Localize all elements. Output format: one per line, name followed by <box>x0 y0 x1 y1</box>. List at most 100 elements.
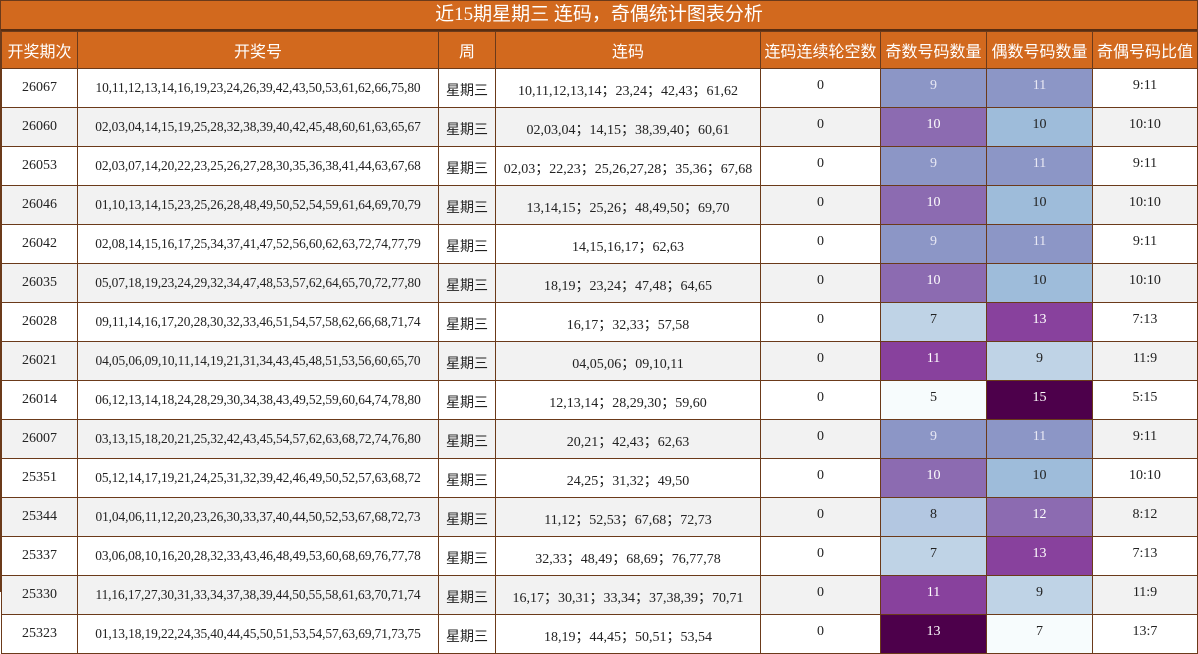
cell-numbers: 02,08,14,15,16,17,25,34,37,41,47,52,56,6… <box>77 224 439 264</box>
table-row: 25330 11,16,17,27,30,31,33,34,37,38,39,44… <box>1 575 1198 615</box>
cell-ratio: 11:9 <box>1092 575 1198 615</box>
cell-ratio: 7:13 <box>1092 302 1198 342</box>
cell-gap: 0 <box>760 380 881 420</box>
cell-period: 26042 <box>1 224 78 264</box>
col-header-gap: 连码连续轮空数 <box>760 31 881 69</box>
cell-numbers: 02,03,04,14,15,19,25,28,32,38,39,40,42,4… <box>77 107 439 147</box>
cell-week: 星期三 <box>438 146 496 186</box>
cell-even: 11 <box>986 224 1093 264</box>
cell-week: 星期三 <box>438 458 496 498</box>
cell-lianma: 14,15,16,17；62,63 <box>495 224 761 264</box>
cell-period: 26028 <box>1 302 78 342</box>
cell-ratio: 9:11 <box>1092 68 1198 108</box>
cell-period: 25351 <box>1 458 78 498</box>
table-row: 26028 09,11,14,16,17,20,28,30,32,33,46,51… <box>1 302 1198 342</box>
table-body: 26067 10,11,12,13,14,16,19,23,24,26,39,42… <box>1 68 1198 654</box>
cell-ratio: 10:10 <box>1092 107 1198 147</box>
cell-lianma: 12,13,14；28,29,30；59,60 <box>495 380 761 420</box>
cell-week: 星期三 <box>438 107 496 147</box>
cell-gap: 0 <box>760 185 881 225</box>
cell-numbers: 04,05,06,09,10,11,14,19,21,31,34,43,45,4… <box>77 341 439 381</box>
table-row: 26053 02,03,07,14,20,22,23,25,26,27,28,30… <box>1 146 1198 186</box>
cell-odd: 9 <box>880 68 987 108</box>
table-row: 26060 02,03,04,14,15,19,25,28,32,38,39,40… <box>1 107 1198 147</box>
table-row: 26021 04,05,06,09,10,11,14,19,21,31,34,43… <box>1 341 1198 381</box>
cell-lianma: 16,17；30,31；33,34；37,38,39；70,71 <box>495 575 761 615</box>
cell-period: 26021 <box>1 341 78 381</box>
cell-period: 25344 <box>1 497 78 537</box>
cell-week: 星期三 <box>438 536 496 576</box>
cell-lianma: 32,33；48,49；68,69；76,77,78 <box>495 536 761 576</box>
cell-numbers: 05,12,14,17,19,21,24,25,31,32,39,42,46,4… <box>77 458 439 498</box>
col-header-week: 周 <box>438 31 496 69</box>
cell-even: 13 <box>986 536 1093 576</box>
cell-lianma: 16,17；32,33；57,58 <box>495 302 761 342</box>
stats-table: 开奖期次 开奖号 周 连码 连码连续轮空数 奇数号码数量 偶数号码数量 奇偶号码… <box>1 31 1198 654</box>
cell-gap: 0 <box>760 341 881 381</box>
cell-odd: 9 <box>880 419 987 459</box>
cell-period: 25330 <box>1 575 78 615</box>
cell-week: 星期三 <box>438 224 496 264</box>
cell-numbers: 06,12,13,14,18,24,28,29,30,34,38,43,49,5… <box>77 380 439 420</box>
cell-ratio: 5:15 <box>1092 380 1198 420</box>
cell-numbers: 11,16,17,27,30,31,33,34,37,38,39,44,50,5… <box>77 575 439 615</box>
cell-gap: 0 <box>760 419 881 459</box>
cell-numbers: 03,06,08,10,16,20,28,32,33,43,46,48,49,5… <box>77 536 439 576</box>
table-row: 25337 03,06,08,10,16,20,28,32,33,43,46,48… <box>1 536 1198 576</box>
cell-numbers: 09,11,14,16,17,20,28,30,32,33,46,51,54,5… <box>77 302 439 342</box>
cell-even: 15 <box>986 380 1093 420</box>
cell-gap: 0 <box>760 68 881 108</box>
cell-even: 10 <box>986 107 1093 147</box>
cell-numbers: 10,11,12,13,14,16,19,23,24,26,39,42,43,5… <box>77 68 439 108</box>
cell-ratio: 8:12 <box>1092 497 1198 537</box>
table-row: 25344 01,04,06,11,12,20,23,26,30,33,37,40… <box>1 497 1198 537</box>
table-row: 26067 10,11,12,13,14,16,19,23,24,26,39,42… <box>1 68 1198 108</box>
cell-odd: 7 <box>880 302 987 342</box>
cell-period: 26014 <box>1 380 78 420</box>
cell-lianma: 13,14,15；25,26；48,49,50；69,70 <box>495 185 761 225</box>
cell-period: 26060 <box>1 107 78 147</box>
cell-gap: 0 <box>760 302 881 342</box>
cell-ratio: 9:11 <box>1092 146 1198 186</box>
cell-gap: 0 <box>760 497 881 537</box>
cell-week: 星期三 <box>438 185 496 225</box>
cell-odd: 10 <box>880 263 987 303</box>
cell-odd: 5 <box>880 380 987 420</box>
cell-numbers: 02,03,07,14,20,22,23,25,26,27,28,30,35,3… <box>77 146 439 186</box>
cell-even: 10 <box>986 458 1093 498</box>
table-row: 26007 03,13,15,18,20,21,25,32,42,43,45,54… <box>1 419 1198 459</box>
cell-lianma: 24,25；31,32；49,50 <box>495 458 761 498</box>
cell-week: 星期三 <box>438 263 496 303</box>
cell-odd: 11 <box>880 575 987 615</box>
cell-gap: 0 <box>760 263 881 303</box>
cell-even: 9 <box>986 341 1093 381</box>
cell-period: 26046 <box>1 185 78 225</box>
cell-odd: 9 <box>880 224 987 264</box>
table-row: 26014 06,12,13,14,18,24,28,29,30,34,38,43… <box>1 380 1198 420</box>
cell-lianma: 02,03,04；14,15；38,39,40；60,61 <box>495 107 761 147</box>
cell-even: 7 <box>986 614 1093 654</box>
cell-period: 25337 <box>1 536 78 576</box>
cell-period: 26067 <box>1 68 78 108</box>
cell-ratio: 10:10 <box>1092 458 1198 498</box>
cell-even: 11 <box>986 419 1093 459</box>
col-header-lianma: 连码 <box>495 31 761 69</box>
cell-odd: 7 <box>880 536 987 576</box>
cell-even: 12 <box>986 497 1093 537</box>
cell-period: 25323 <box>1 614 78 654</box>
cell-odd: 13 <box>880 614 987 654</box>
cell-week: 星期三 <box>438 419 496 459</box>
cell-week: 星期三 <box>438 68 496 108</box>
cell-ratio: 13:7 <box>1092 614 1198 654</box>
cell-numbers: 03,13,15,18,20,21,25,32,42,43,45,54,57,6… <box>77 419 439 459</box>
cell-odd: 9 <box>880 146 987 186</box>
cell-ratio: 10:10 <box>1092 185 1198 225</box>
cell-period: 26007 <box>1 419 78 459</box>
cell-lianma: 04,05,06；09,10,11 <box>495 341 761 381</box>
cell-lianma: 20,21；42,43；62,63 <box>495 419 761 459</box>
cell-numbers: 01,10,13,14,15,23,25,26,28,48,49,50,52,5… <box>77 185 439 225</box>
cell-gap: 0 <box>760 107 881 147</box>
cell-even: 10 <box>986 263 1093 303</box>
cell-odd: 10 <box>880 107 987 147</box>
